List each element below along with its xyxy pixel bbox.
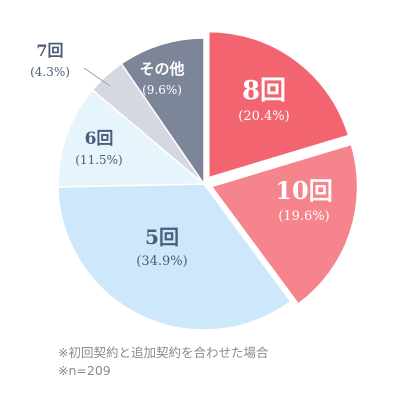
slice-label-1: 10回	[275, 176, 332, 205]
pie-slice-2	[57, 183, 292, 331]
leader-line	[83, 67, 111, 87]
slice-label-2: 5回	[145, 225, 179, 249]
slice-percent-2: (34.9%)	[136, 254, 187, 269]
slice-percent-0: (20.4%)	[238, 109, 289, 124]
footnote-combined: ※初回契約と追加契約を合わせた場合	[58, 345, 269, 360]
pie-slice-5	[120, 37, 205, 187]
slice-label-5: その他	[139, 60, 184, 78]
pie-slice-3	[57, 88, 207, 188]
footnote-sample-size: ※n=209	[58, 363, 111, 378]
slice-label-4: 7回	[36, 41, 63, 60]
slice-label-0: 8回	[242, 76, 286, 106]
slice-label-3: 6回	[85, 129, 114, 149]
slice-percent-5: (9.6%)	[142, 83, 182, 97]
pie-slice-1	[210, 143, 359, 306]
pie-slice-0	[208, 30, 350, 179]
slice-percent-4: (4.3%)	[30, 65, 70, 79]
slice-percent-1: (19.6%)	[278, 209, 329, 224]
slice-percent-3: (11.5%)	[75, 153, 122, 167]
